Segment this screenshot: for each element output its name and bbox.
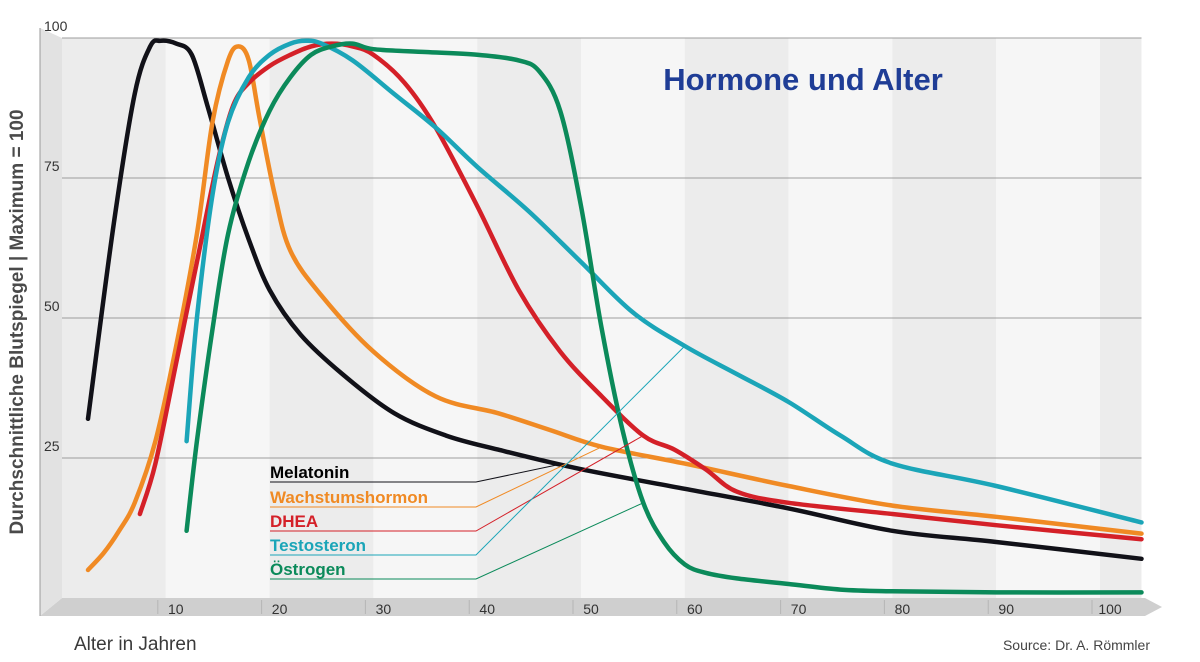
x-tick-label: 70 <box>791 601 807 617</box>
x-tick-label: 30 <box>376 601 392 617</box>
y-tick-label: 50 <box>44 298 60 314</box>
leader-line-2 <box>270 446 603 508</box>
x-tick-label: 80 <box>895 601 911 617</box>
floor-platform <box>40 598 1162 616</box>
x-tick-label: 40 <box>479 601 495 617</box>
legend-label-5: Östrogen <box>270 560 346 579</box>
y-tick-label: 25 <box>44 438 60 454</box>
y-tick-label: 100 <box>44 18 68 34</box>
x-tick-label: 10 <box>168 601 184 617</box>
x-tick-label: 90 <box>998 601 1014 617</box>
source-note: Source: Dr. A. Römmler <box>1003 637 1150 653</box>
legend: Melatonin Wachstumshormon DHEA Testosteron Ö… <box>270 463 428 579</box>
y-axis-label: Durchschnittliche Blutspiegel | Maximum … <box>7 109 28 534</box>
legend-leader-lines <box>270 345 686 580</box>
leader-line-1 <box>270 463 561 483</box>
legend-label-1: Melatonin <box>270 463 349 482</box>
leader-line-3 <box>270 435 644 532</box>
legend-label-3: DHEA <box>270 512 318 531</box>
x-ticks: 10 20 30 40 50 60 70 80 90 100 <box>157 600 1122 617</box>
y-ticks: 25 50 75 100 <box>44 18 68 454</box>
series-lines <box>85 38 1144 595</box>
y-axis-wall <box>40 28 62 616</box>
x-tick-label: 100 <box>1098 601 1122 617</box>
x-axis-label: Alter in Jahren <box>74 634 197 655</box>
series-line-2 <box>85 44 1144 573</box>
series-line-5 <box>184 41 1144 595</box>
x-tick-label: 20 <box>272 601 288 617</box>
legend-label-4: Testosteron <box>270 536 366 555</box>
legend-label-2: Wachstumshormon <box>270 488 428 507</box>
chart-title: Hormone und Alter <box>663 62 943 97</box>
leader-line-4 <box>270 345 686 556</box>
leader-line-5 <box>270 502 644 580</box>
series-line-1 <box>85 38 1144 562</box>
y-tick-label: 75 <box>44 158 60 174</box>
x-tick-label: 50 <box>583 601 599 617</box>
series-line-4 <box>184 38 1144 525</box>
x-tick-label: 60 <box>687 601 703 617</box>
